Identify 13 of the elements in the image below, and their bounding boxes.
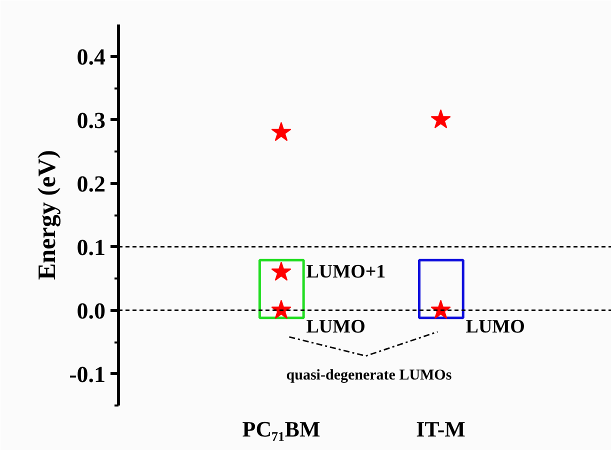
y-tick-label: 0.4 [76,44,106,70]
annotation: LUMO [466,316,525,338]
x-tick-label: PC₇₁BM [242,416,320,442]
y-tick-label: 0.2 [76,171,106,196]
annotation: LUMO+1 [306,262,386,283]
y-axis-title: Energy (eV) [34,150,62,280]
y-tick-label: 0.0 [76,298,106,324]
y-tick-label: 0.1 [76,234,106,260]
y-tick-label: -0.1 [69,362,106,387]
x-tick-label: IT-M [416,416,466,442]
y-tick-label: 0.3 [76,108,106,133]
annotation: quasi-degenerate LUMOs [286,368,452,384]
annotation: LUMO [306,316,366,338]
